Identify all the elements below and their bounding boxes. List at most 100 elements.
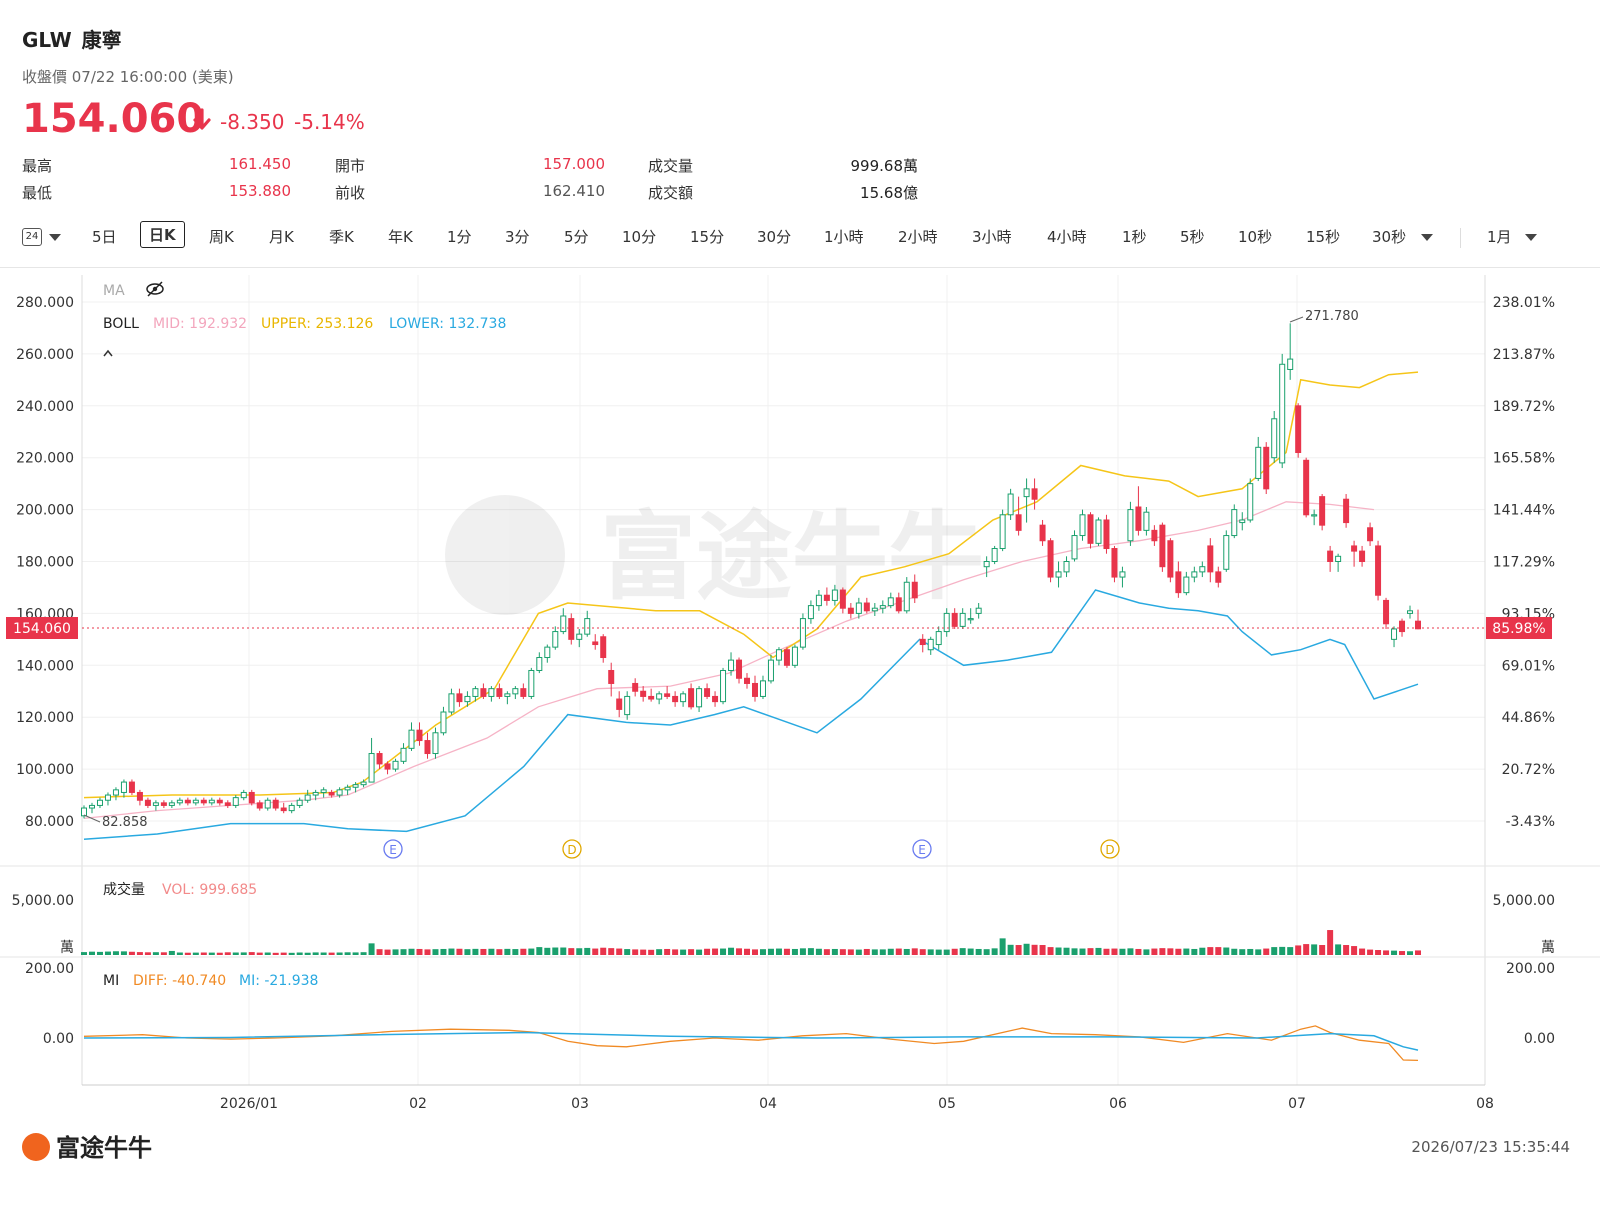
pct-tick: 44.86% — [1502, 710, 1555, 726]
volume-bar — [536, 947, 543, 955]
volume-bar — [903, 948, 910, 955]
volume-bar — [440, 948, 447, 955]
candle-body — [1239, 519, 1246, 524]
volume-bar — [168, 950, 175, 955]
volume-bar — [256, 952, 263, 955]
tab-0[interactable]: 5日 — [92, 228, 117, 246]
price-tag-bg — [6, 617, 78, 639]
candle-body — [528, 669, 535, 697]
candle-body — [272, 799, 279, 809]
volume-bar — [975, 948, 982, 955]
pct-tick: 69.01% — [1502, 658, 1555, 674]
mi-label: MI — [103, 973, 119, 989]
tab-17[interactable]: 5秒 — [1180, 228, 1205, 246]
candle-body — [96, 799, 103, 806]
tab-12[interactable]: 1小時 — [824, 228, 864, 246]
tab-20[interactable]: 30秒 — [1372, 228, 1407, 246]
volume-bar — [328, 952, 335, 955]
chevron-down-icon[interactable] — [1421, 234, 1433, 241]
volume-bar — [304, 952, 311, 955]
tab-11[interactable]: 30分 — [757, 228, 792, 246]
axes: 280.000 238.01% 260.000 213.87% 240.000 189.7… — [12, 295, 1555, 1112]
tab-18[interactable]: 10秒 — [1238, 228, 1273, 246]
tab-8[interactable]: 5分 — [564, 228, 589, 246]
chevron-down-icon[interactable] — [49, 234, 61, 241]
volume-bar — [216, 952, 223, 955]
candle-body — [304, 794, 311, 801]
x-tick: 05 — [938, 1096, 956, 1112]
volume-bar — [863, 948, 870, 955]
tab-13[interactable]: 2小時 — [898, 228, 938, 246]
volume-bar — [688, 949, 695, 955]
candle-body — [200, 799, 207, 804]
candle-body — [783, 649, 790, 666]
low-leader-line — [83, 814, 101, 823]
tab-10[interactable]: 15分 — [690, 228, 725, 246]
candle-body — [1215, 571, 1222, 583]
volume-bar — [448, 948, 455, 955]
candle-body — [704, 688, 711, 697]
tab-1-month[interactable]: 1月 — [1487, 228, 1512, 246]
tab-7[interactable]: 3分 — [505, 228, 530, 246]
volume-bar — [560, 947, 567, 955]
tab-16[interactable]: 1秒 — [1122, 228, 1147, 246]
tab-4[interactable]: 季K — [329, 228, 354, 246]
tab-1[interactable]: 日K — [140, 221, 185, 248]
chevron-down-icon[interactable] — [1525, 234, 1537, 241]
volume-bar — [1087, 948, 1094, 955]
candle-body — [152, 802, 159, 806]
candle-body — [384, 763, 391, 770]
volume-bar — [488, 948, 495, 955]
tab-19[interactable]: 15秒 — [1306, 228, 1341, 246]
price-change: -8.350 — [220, 110, 285, 134]
candle-body — [232, 797, 239, 806]
candle-body — [1319, 496, 1326, 526]
candle-body — [136, 791, 143, 801]
pct-tick: 213.87% — [1493, 347, 1555, 363]
tab-6[interactable]: 1分 — [447, 228, 472, 246]
tab-14[interactable]: 3小時 — [972, 228, 1012, 246]
volume-bar — [1287, 947, 1294, 955]
mi-line — [83, 1031, 1419, 1051]
candle-body — [999, 514, 1006, 550]
x-tick: 08 — [1476, 1096, 1494, 1112]
pct-tick: 141.44% — [1493, 503, 1555, 519]
volume-bar — [1239, 949, 1246, 955]
volume-bar — [280, 952, 287, 955]
boll-lower-line — [83, 589, 1419, 840]
tab-15[interactable]: 4小時 — [1047, 228, 1087, 246]
candle-body — [911, 581, 918, 599]
stat-value-open: 157.000 — [542, 155, 605, 173]
candle-body — [456, 693, 463, 703]
volume-bar — [1175, 948, 1182, 955]
volume-bar — [1335, 944, 1342, 955]
volume-bar — [871, 949, 878, 955]
candle-body — [336, 789, 343, 796]
volume-bar — [616, 948, 623, 955]
timestamp: 2026/07/23 15:35:44 — [1411, 1138, 1570, 1156]
candle-body — [376, 753, 383, 765]
volume-bar — [656, 949, 663, 955]
event-marker-label: E — [918, 843, 926, 857]
candle-body — [448, 693, 455, 713]
tab-3[interactable]: 月K — [269, 228, 294, 246]
tab-2[interactable]: 周K — [209, 228, 234, 246]
candle-body — [895, 597, 902, 612]
pct-tick: -3.43% — [1505, 814, 1555, 830]
tab-5[interactable]: 年K — [388, 228, 413, 246]
volume-bar — [847, 949, 854, 955]
candle-body — [728, 659, 735, 671]
calendar-icon[interactable]: 24 — [22, 228, 42, 246]
candle-body — [1031, 488, 1038, 500]
candle-body — [863, 602, 870, 612]
candle-body — [791, 646, 798, 666]
candle-body — [544, 646, 551, 659]
stat-label-low: 最低 — [22, 184, 53, 202]
volume-bar — [81, 952, 87, 955]
volume-bar — [1303, 944, 1310, 955]
candle-body — [1223, 535, 1230, 570]
volume-bar — [1055, 947, 1062, 955]
tab-9[interactable]: 10分 — [622, 228, 657, 246]
volume-bar — [1263, 948, 1270, 955]
